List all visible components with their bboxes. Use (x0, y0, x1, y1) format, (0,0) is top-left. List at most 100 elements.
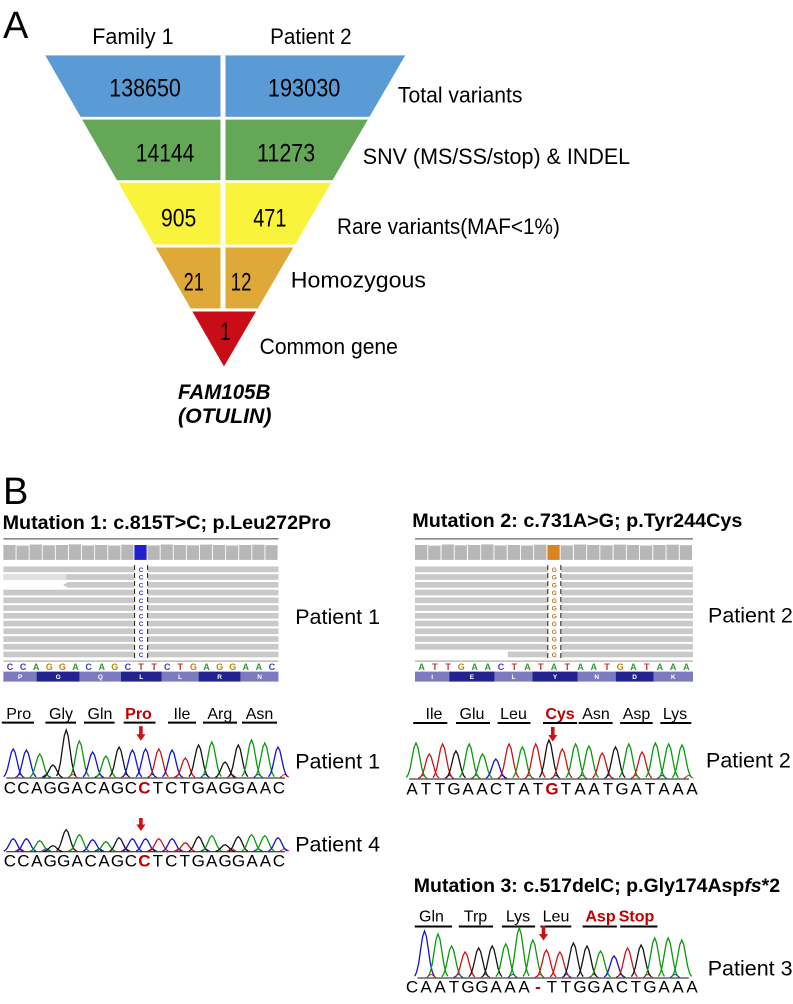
svg-text:A: A (490, 978, 502, 997)
svg-text:T: T (631, 978, 641, 997)
svg-text:Cys: Cys (545, 706, 574, 723)
svg-text:C: C (139, 644, 144, 651)
svg-text:C: C (616, 978, 628, 997)
svg-text:B: B (3, 471, 28, 513)
svg-text:C: C (84, 852, 96, 871)
svg-text:T: T (435, 780, 445, 799)
svg-text:G: G (587, 978, 600, 997)
svg-text:Asp: Asp (623, 706, 651, 723)
svg-text:C: C (139, 613, 144, 620)
svg-text:Patient 2: Patient 2 (270, 24, 352, 49)
svg-text:Mutation 3: c.517delC; p.Gly17: Mutation 3: c.517delC; p.Gly174Aspfs*2 (414, 875, 780, 897)
svg-text:471: 471 (253, 205, 286, 233)
svg-text:C: C (139, 606, 144, 613)
svg-text:G: G (461, 978, 474, 997)
svg-text:C: C (139, 590, 144, 597)
svg-text:C: C (17, 779, 29, 798)
svg-text:G: G (552, 652, 557, 659)
svg-text:A: A (658, 978, 670, 997)
svg-text:T: T (547, 978, 557, 997)
svg-text:G: G (111, 662, 118, 672)
svg-text:A: A (31, 779, 43, 798)
svg-text:G: G (552, 613, 557, 620)
svg-text:A: A (72, 779, 84, 798)
svg-text:Lys: Lys (663, 706, 687, 723)
svg-text:A: A (551, 662, 558, 672)
svg-text:G: G (552, 590, 557, 597)
svg-text:A: A (524, 662, 531, 672)
svg-text:A: A (577, 662, 584, 672)
svg-text:N: N (594, 674, 599, 681)
svg-text:Total variants: Total variants (398, 83, 523, 108)
svg-text:A: A (504, 978, 516, 997)
svg-text:Asp: Asp (585, 909, 615, 926)
svg-text:G: G (44, 779, 57, 798)
svg-text:G: G (643, 978, 656, 997)
svg-text:A: A (98, 662, 105, 672)
svg-text:R: R (217, 674, 222, 681)
svg-text:A: A (471, 662, 478, 672)
svg-text:C: C (84, 779, 96, 798)
svg-text:C: C (139, 629, 144, 636)
svg-text:T: T (645, 780, 655, 799)
svg-text:N: N (257, 674, 262, 681)
svg-text:Lys: Lys (506, 909, 530, 926)
svg-text:A: A (406, 780, 418, 799)
svg-text:G: G (111, 779, 124, 798)
svg-text:G: G (46, 662, 53, 672)
svg-text:A: A (72, 662, 79, 672)
svg-text:G: G (552, 598, 557, 605)
svg-text:C: C (7, 662, 14, 672)
svg-text:Asn: Asn (582, 706, 610, 723)
svg-text:A: A (657, 662, 664, 672)
svg-text:Mutation 1: c.815T>C; p.Leu272: Mutation 1: c.815T>C; p.Leu272Pro (3, 512, 331, 534)
svg-text:C: C (498, 662, 505, 672)
svg-text:A: A (672, 978, 684, 997)
svg-text:T: T (564, 662, 570, 672)
svg-text:C: C (139, 575, 144, 582)
svg-text:G: G (552, 567, 557, 574)
svg-text:A: A (434, 978, 446, 997)
svg-text:A: A (31, 852, 43, 871)
svg-text:A: A (72, 852, 84, 871)
svg-text:Rare variants(MAF<1%): Rare variants(MAF<1%) (337, 214, 560, 239)
svg-text:T: T (604, 662, 610, 672)
svg-text:Patient 2: Patient 2 (708, 604, 793, 628)
svg-text:A: A (686, 978, 698, 997)
svg-text:A: A (590, 662, 597, 672)
svg-text:A: A (588, 780, 600, 799)
svg-text:G: G (232, 852, 245, 871)
svg-text:A: A (260, 779, 272, 798)
svg-text:G: G (447, 780, 460, 799)
svg-text:A: A (418, 662, 425, 672)
svg-text:A: A (670, 662, 677, 672)
svg-text:Y: Y (553, 674, 558, 681)
svg-text:G: G (615, 780, 628, 799)
svg-text:T: T (644, 662, 650, 672)
svg-text:C: C (20, 662, 27, 672)
svg-text:A: A (203, 662, 210, 672)
svg-text:T: T (505, 780, 515, 799)
svg-text:G: G (56, 674, 61, 681)
svg-text:G: G (552, 629, 557, 636)
svg-text:T: T (603, 780, 613, 799)
svg-text:C: C (273, 779, 285, 798)
svg-text:G: G (552, 582, 557, 589)
svg-text:Patient 1: Patient 1 (295, 605, 380, 629)
svg-text:T: T (561, 978, 571, 997)
svg-text:A: A (518, 978, 530, 997)
svg-text:T: T (538, 662, 544, 672)
svg-text:-: - (535, 978, 541, 997)
svg-text:SNV (MS/SS/stop) & INDEL: SNV (MS/SS/stop) & INDEL (363, 144, 630, 169)
svg-text:L: L (178, 674, 182, 681)
svg-text:G: G (229, 662, 236, 672)
svg-text:T: T (445, 662, 451, 672)
svg-text:G: G (552, 575, 557, 582)
svg-text:G: G (552, 606, 557, 613)
svg-text:FAM105B: FAM105B (178, 380, 270, 404)
svg-text:G: G (573, 978, 586, 997)
svg-text:A: A (630, 780, 642, 799)
svg-text:G: G (475, 978, 488, 997)
svg-text:Patient 1: Patient 1 (295, 750, 380, 774)
svg-text:I: I (431, 674, 433, 681)
